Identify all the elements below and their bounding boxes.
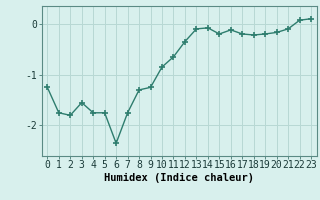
- X-axis label: Humidex (Indice chaleur): Humidex (Indice chaleur): [104, 173, 254, 183]
